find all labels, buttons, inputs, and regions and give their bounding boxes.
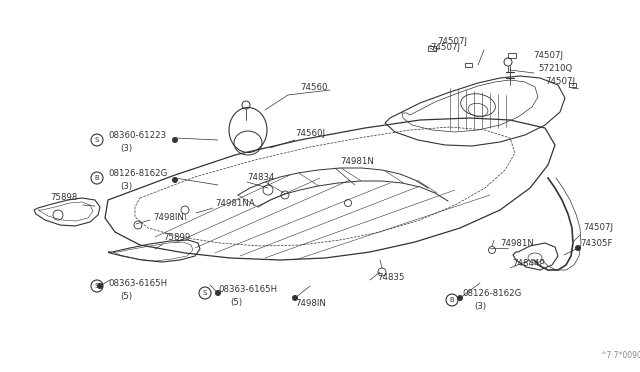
Text: 08363-6165H: 08363-6165H xyxy=(218,285,277,295)
Circle shape xyxy=(575,246,580,250)
Text: 08126-8162G: 08126-8162G xyxy=(108,169,168,177)
Text: 74981N: 74981N xyxy=(500,238,534,247)
Text: 75899: 75899 xyxy=(163,234,190,243)
Text: ^7·7*0090: ^7·7*0090 xyxy=(600,350,640,359)
Text: 7498IN: 7498IN xyxy=(295,298,326,308)
Text: S: S xyxy=(95,137,99,143)
Text: 74834: 74834 xyxy=(247,173,275,182)
Text: B: B xyxy=(95,175,99,181)
Circle shape xyxy=(216,291,221,295)
Text: B: B xyxy=(450,297,454,303)
Text: 74560: 74560 xyxy=(300,83,328,93)
Text: 74844P: 74844P xyxy=(512,259,545,267)
Text: 08363-6165H: 08363-6165H xyxy=(108,279,167,288)
Text: (5): (5) xyxy=(230,298,242,308)
Circle shape xyxy=(292,295,298,301)
Text: 75898: 75898 xyxy=(50,193,77,202)
Text: 08360-61223: 08360-61223 xyxy=(108,131,166,140)
Text: 74507J: 74507J xyxy=(430,44,460,52)
Text: 74507J: 74507J xyxy=(437,38,467,46)
Text: 74981NA: 74981NA xyxy=(215,199,255,208)
Text: 08126-8162G: 08126-8162G xyxy=(462,289,522,298)
Circle shape xyxy=(97,283,102,289)
Text: (5): (5) xyxy=(120,292,132,301)
Circle shape xyxy=(173,138,177,142)
Text: 74507J: 74507J xyxy=(545,77,575,87)
Text: 74305F: 74305F xyxy=(580,238,612,247)
Circle shape xyxy=(173,177,177,183)
Text: 74981N: 74981N xyxy=(340,157,374,167)
Circle shape xyxy=(458,295,463,301)
Text: 74507J: 74507J xyxy=(533,51,563,60)
Text: S: S xyxy=(95,283,99,289)
Text: 74560J: 74560J xyxy=(295,129,325,138)
Text: 7498IN: 7498IN xyxy=(153,214,184,222)
Text: 74507J: 74507J xyxy=(583,224,613,232)
Text: (3): (3) xyxy=(120,144,132,153)
Text: 57210Q: 57210Q xyxy=(538,64,572,73)
Text: S: S xyxy=(203,290,207,296)
Text: (3): (3) xyxy=(120,182,132,190)
Text: (3): (3) xyxy=(474,301,486,311)
Text: 74835: 74835 xyxy=(377,273,404,282)
